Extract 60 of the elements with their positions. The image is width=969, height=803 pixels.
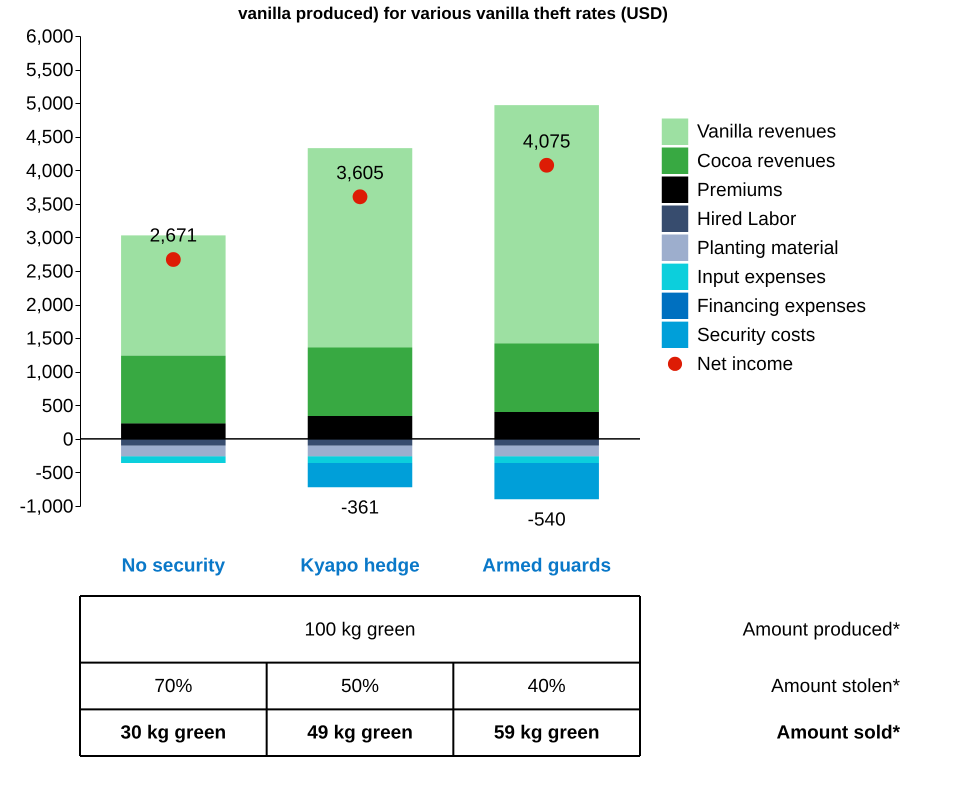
point [539,158,554,173]
text: 70% [154,676,192,697]
data-label: 4,075 [522,131,570,152]
y-tick-label: 3,500 [26,194,74,216]
data-label: -361 [340,497,380,518]
y-tick-label: 2,000 [26,295,74,316]
data-label: -540 [528,509,566,530]
bar [121,456,226,464]
bar [121,446,226,456]
bar [494,456,599,464]
bar [308,348,412,416]
text: 30 kg green [120,722,226,744]
bar [308,148,412,348]
point [352,189,368,204]
x-tick-label: No security [122,556,226,576]
x-tick-label: Armed guards [482,556,612,576]
text: Amount stolen* [771,676,901,697]
legend-label: Vanilla revenues [697,122,836,143]
bar [308,438,412,446]
legend-label: Financing expenses [697,296,866,317]
bar [308,446,412,456]
point [166,252,181,267]
y-tick-label: 4,000 [26,160,74,182]
y-tick-label: 5,000 [26,94,74,115]
y-tick-label: -500 [35,462,74,484]
legend-label: Cocoa revenues [697,150,836,172]
legend-label: Planting material [697,238,839,259]
chart-title: vanilla produced) for various vanilla theft rates (USD) [238,4,668,23]
bar [308,463,412,488]
y-tick-label: 1,500 [26,328,74,350]
legend-label: Input expenses [697,266,826,288]
legend-label: Premiums [697,180,783,201]
bar [494,446,599,456]
text: 49 kg green [307,722,413,744]
text: Amount sold* [776,722,901,744]
bar [494,463,599,500]
x-tick-label: Kyapo hedge [300,556,420,576]
bar [121,356,226,424]
y-tick-label: 500 [42,396,74,417]
text: Amount produced* [742,619,901,640]
data-label: 3,605 [336,162,384,184]
y-tick-label: 1,000 [26,362,74,384]
legend-label: Security costs [697,324,816,346]
text: 100 kg green [304,619,416,640]
text: 59 kg green [494,722,600,744]
bar [308,456,412,464]
text: 50% [340,676,380,697]
y-tick-label: -1,000 [20,496,74,518]
y-tick-label: 3,000 [26,228,74,249]
y-tick-label: 6,000 [26,26,74,48]
bar [494,344,599,412]
data-label: 2,671 [150,226,198,247]
text: 40% [528,676,566,697]
y-tick-label: 5,500 [26,60,74,82]
y-tick-label: 4,500 [26,127,74,148]
y-tick-label: 2,500 [26,262,74,282]
legend-label: Net income [697,354,794,375]
y-tick-label: 0 [62,429,74,450]
bar [494,105,599,344]
legend-label: Hired Labor [697,208,797,230]
